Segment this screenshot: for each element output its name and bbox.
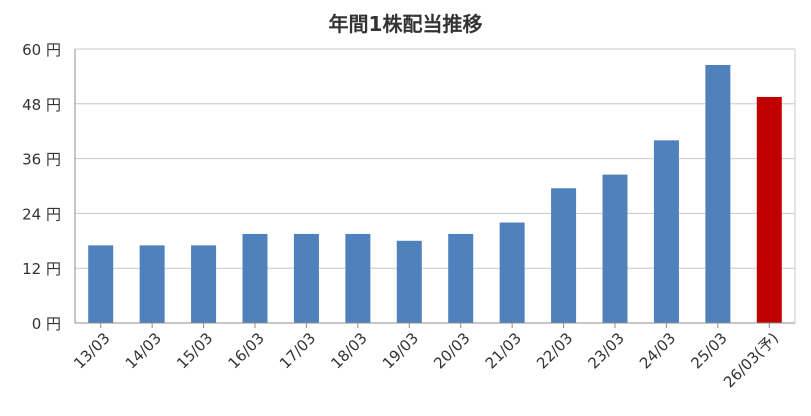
- x-tick-label: 18/03: [327, 329, 370, 372]
- y-tick-label: 36 円: [22, 151, 61, 169]
- x-tick-label: 26/03(予): [720, 329, 782, 391]
- bar: [499, 222, 525, 323]
- bar-forecast: [756, 96, 782, 323]
- bar: [448, 233, 474, 323]
- y-tick-labels: 0 円 12 円 24 円 36 円 48 円 60 円: [22, 41, 61, 333]
- x-tick-label: 13/03: [70, 329, 113, 372]
- bar: [653, 140, 679, 323]
- x-tick-label: 24/03: [636, 329, 679, 372]
- bar: [88, 245, 114, 323]
- x-tick-label: 14/03: [122, 329, 165, 372]
- x-tick-label: 25/03: [687, 329, 730, 372]
- bar: [345, 233, 371, 323]
- y-tick-label: 0 円: [32, 315, 61, 333]
- bar: [551, 188, 577, 323]
- y-tick-label: 48 円: [22, 96, 61, 114]
- bar: [602, 174, 628, 323]
- x-tick-label: 20/03: [430, 329, 473, 372]
- bar: [242, 233, 268, 323]
- bar: [191, 245, 217, 323]
- x-tick-labels: 13/03 14/03 15/03 16/03 17/03 18/03 19/03 20/03…: [70, 329, 782, 391]
- x-tick-label: 21/03: [482, 329, 525, 372]
- x-tick-label: 22/03: [533, 329, 576, 372]
- x-tick-label: 17/03: [276, 329, 319, 372]
- bar: [396, 240, 422, 323]
- bar: [293, 233, 319, 323]
- x-tick-label: 15/03: [173, 329, 216, 372]
- x-tick-label: 16/03: [225, 329, 268, 372]
- y-tick-label: 60 円: [22, 41, 61, 59]
- x-tick-label: 23/03: [585, 329, 628, 372]
- bars: [88, 64, 782, 323]
- y-tick-label: 24 円: [22, 205, 61, 223]
- bar: [139, 245, 165, 323]
- bar: [705, 64, 731, 323]
- gridlines: [75, 48, 796, 323]
- y-tick-label: 12 円: [22, 260, 61, 278]
- axes: [74, 49, 795, 328]
- chart-title: 年間1株配当推移: [328, 12, 483, 36]
- x-tick-label: 19/03: [379, 329, 422, 372]
